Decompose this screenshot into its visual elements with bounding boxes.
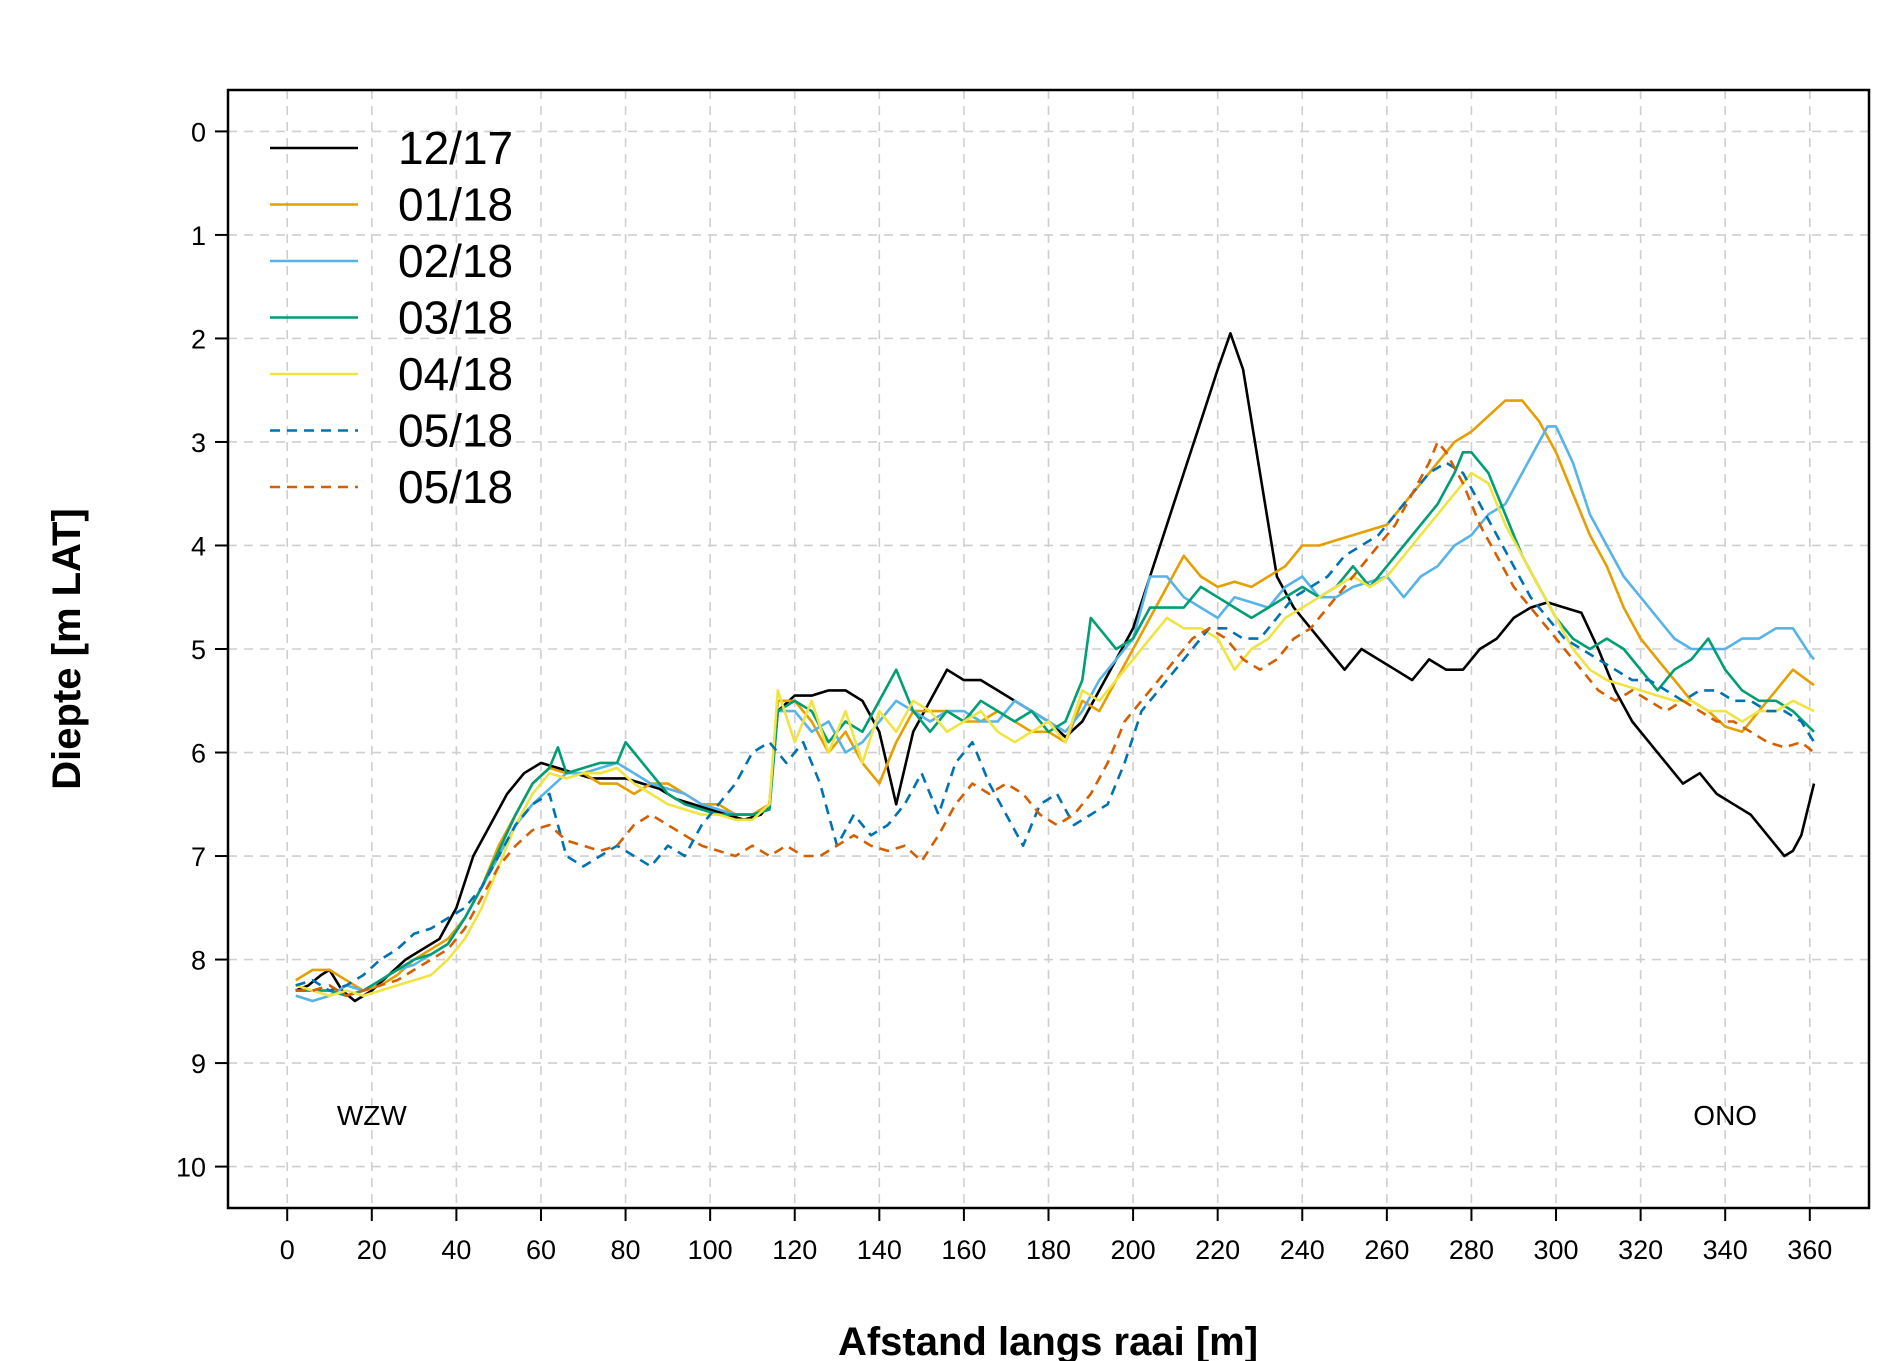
- x-tick-label: 40: [441, 1235, 471, 1265]
- legend-label-4: 03/18: [398, 292, 513, 344]
- x-tick-label: 220: [1195, 1235, 1240, 1265]
- legend-label-5: 04/18: [398, 348, 513, 400]
- y-tick-label: 10: [176, 1153, 206, 1183]
- x-tick-label: 320: [1618, 1235, 1663, 1265]
- x-tick-label: 60: [526, 1235, 556, 1265]
- x-tick-label: 140: [857, 1235, 902, 1265]
- y-tick-label: 5: [191, 635, 206, 665]
- y-tick-label: 4: [191, 531, 206, 561]
- x-axis-title: Afstand langs raai [m]: [838, 1320, 1258, 1361]
- grid: [228, 90, 1869, 1208]
- x-tick-label: 280: [1449, 1235, 1494, 1265]
- x-tick-label: 260: [1364, 1235, 1409, 1265]
- y-tick-label: 0: [191, 117, 206, 147]
- legend-label-3: 02/18: [398, 235, 513, 287]
- legend-label-2: 01/18: [398, 179, 513, 231]
- x-tick-label: 360: [1787, 1235, 1832, 1265]
- x-tick-label: 0: [280, 1235, 295, 1265]
- legend-label-6: 05/18: [398, 405, 513, 457]
- x-axis: 0 20 40 60 80 100 120 140 160 180 200 220 240 260 280 3…: [280, 1208, 1832, 1265]
- x-tick-label: 120: [772, 1235, 817, 1265]
- x-tick-label: 100: [688, 1235, 733, 1265]
- x-tick-label: 180: [1026, 1235, 1071, 1265]
- y-tick-label: 2: [191, 324, 206, 354]
- y-tick-label: 3: [191, 428, 206, 458]
- x-tick-label: 240: [1280, 1235, 1325, 1265]
- x-tick-label: 340: [1703, 1235, 1748, 1265]
- series-line-3: [295, 425, 1816, 1003]
- x-tick-label: 20: [357, 1235, 387, 1265]
- series-line-6: [295, 461, 1816, 992]
- legend-label-7: 05/18: [398, 461, 513, 513]
- x-tick-label: 300: [1533, 1235, 1578, 1265]
- annotations: WZW ONO: [337, 1100, 1757, 1131]
- x-tick-label: 80: [611, 1235, 641, 1265]
- x-tick-label: 160: [941, 1235, 986, 1265]
- series-lines: [295, 331, 1816, 1003]
- y-tick-label: 8: [191, 946, 206, 976]
- direction-annotation: WZW: [337, 1100, 408, 1131]
- series-line-5: [295, 471, 1815, 998]
- y-tick-label: 9: [191, 1049, 206, 1079]
- y-tick-label: 6: [191, 739, 206, 769]
- y-axis-title: Diepte [m LAT]: [45, 508, 89, 789]
- series-line-7: [295, 440, 1815, 998]
- y-tick-label: 7: [191, 842, 206, 872]
- y-tick-label: 1: [191, 221, 206, 251]
- direction-annotation: ONO: [1693, 1100, 1757, 1131]
- legend-label-1: 12/17: [398, 122, 513, 174]
- x-tick-label: 200: [1111, 1235, 1156, 1265]
- y-axis: 0 1 2 3 4 5 6 7 8 9 10: [176, 117, 228, 1183]
